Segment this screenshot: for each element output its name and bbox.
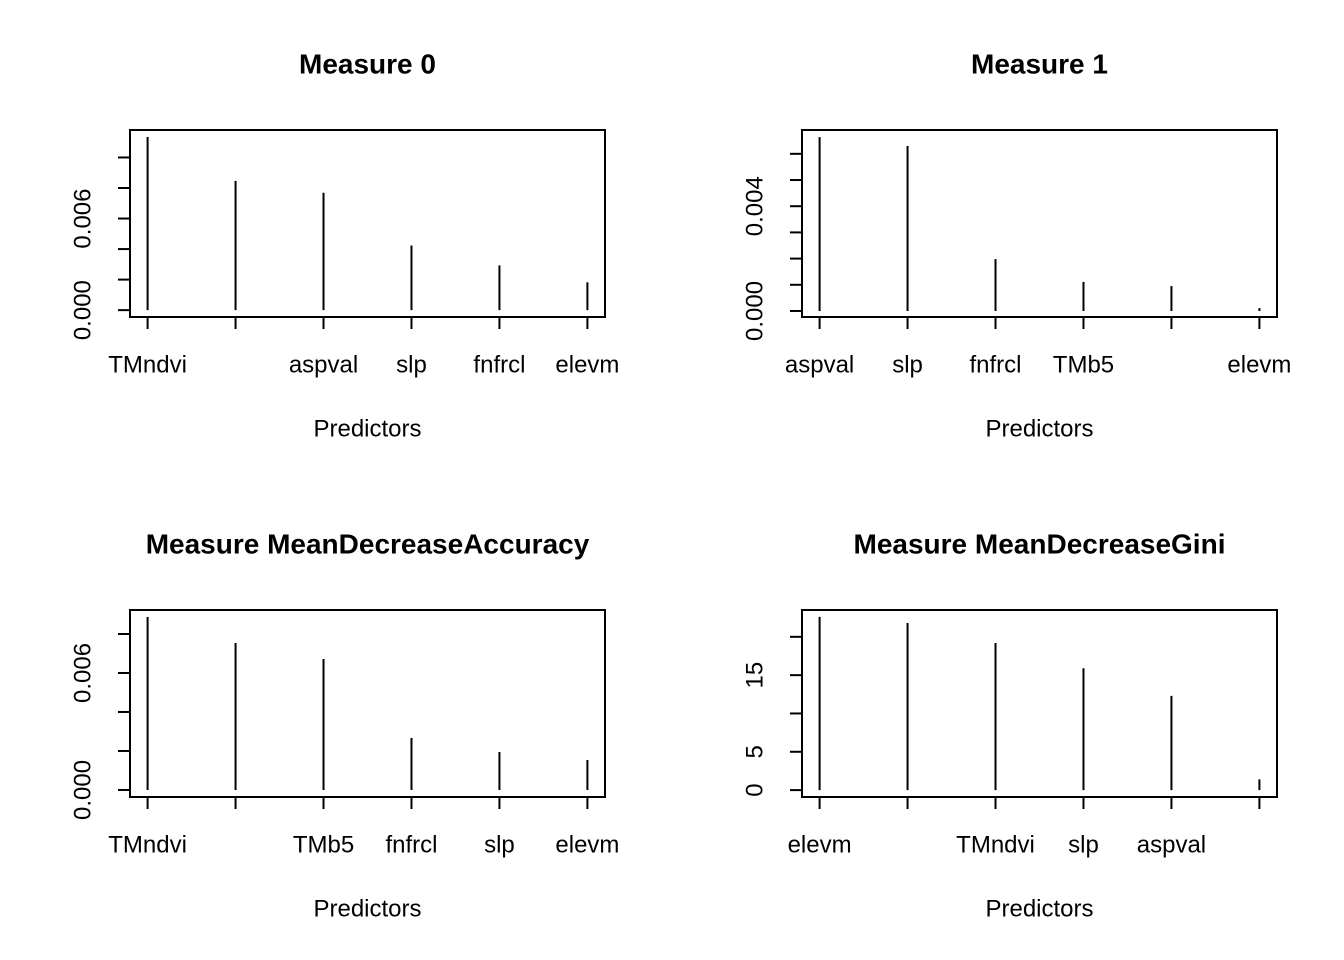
chart-title: Measure MeanDecreaseAccuracy (146, 528, 590, 559)
x-tick-label: fnfrcl (385, 831, 437, 858)
x-tick-label: elevm (555, 831, 619, 858)
x-tick-label: TMndvi (108, 831, 187, 858)
y-tick-label: 15 (741, 662, 768, 689)
x-tick-label: fnfrcl (473, 351, 525, 378)
x-tick-label: aspval (289, 351, 358, 378)
x-axis-label: Predictors (313, 895, 421, 922)
x-axis-label: Predictors (985, 895, 1093, 922)
x-axis-label: Predictors (985, 415, 1093, 442)
plot-frame (129, 129, 606, 318)
x-tick-label: fnfrcl (970, 351, 1022, 378)
y-tick-label: 0.000 (69, 280, 96, 340)
x-tick-label: elevm (1227, 351, 1291, 378)
x-tick-label: TMndvi (108, 351, 187, 378)
y-tick-label: 0.004 (741, 176, 768, 236)
x-tick-label: TMndvi (956, 831, 1035, 858)
x-tick-label: TMb5 (1053, 351, 1114, 378)
y-tick-label: 0.000 (741, 281, 768, 341)
plot-frame (801, 609, 1278, 798)
chart-title: Measure MeanDecreaseGini (854, 528, 1226, 559)
chart-title: Measure 1 (971, 48, 1108, 79)
y-tick-label: 0 (741, 783, 768, 796)
x-tick-label: slp (1068, 831, 1099, 858)
plot-frame (129, 609, 606, 798)
x-tick-label: slp (892, 351, 923, 378)
x-tick-label: aspval (785, 351, 854, 378)
x-tick-label: elevm (555, 351, 619, 378)
x-tick-label: TMb5 (293, 831, 354, 858)
chart-title: Measure 0 (299, 48, 436, 79)
x-axis-label: Predictors (313, 415, 421, 442)
y-tick-label: 0.006 (69, 189, 96, 249)
y-tick-label: 0.000 (69, 760, 96, 820)
y-tick-label: 0.006 (69, 643, 96, 703)
y-tick-label: 5 (741, 745, 768, 758)
x-tick-label: slp (396, 351, 427, 378)
x-tick-label: slp (484, 831, 515, 858)
x-tick-label: elevm (788, 831, 852, 858)
plot-frame (801, 129, 1278, 318)
x-tick-label: aspval (1137, 831, 1206, 858)
